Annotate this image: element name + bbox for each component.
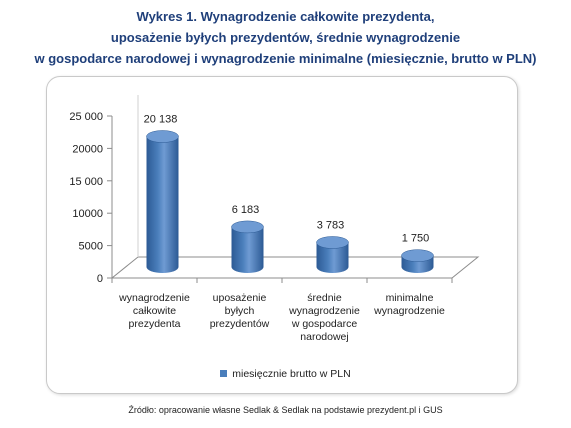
- bar-cylinder-top: [146, 130, 179, 143]
- legend-swatch: [220, 370, 228, 377]
- data-label: 3 783: [317, 219, 345, 231]
- bar-cylinder-body: [231, 226, 264, 273]
- y-tick-label: 5000: [79, 241, 103, 253]
- bar-cylinder-body: [146, 136, 179, 273]
- title-line-1: Wykres 1. Wynagrodzenie całkowite prezyd…: [136, 9, 435, 24]
- data-label: 1 750: [402, 233, 430, 245]
- chart-floor: [110, 256, 480, 279]
- x-category-label: prezydentów: [210, 318, 270, 330]
- x-category-label: wynagrodzenie: [118, 292, 190, 304]
- x-category-label: wynagrodzenie: [288, 305, 360, 317]
- y-tick-label: 25 000: [69, 111, 103, 123]
- bar-cylinder-top: [401, 249, 434, 262]
- x-category-label: wynagrodzenie: [373, 305, 445, 317]
- bar-cylinder-body: [316, 242, 349, 273]
- x-category-label: w gospodarce: [291, 318, 358, 330]
- data-label: 6 183: [232, 204, 260, 216]
- title-line-3: w gospodarce narodowej i wynagrodzenie m…: [34, 51, 537, 66]
- x-category-label: byłych: [225, 305, 255, 317]
- bar-cylinder-top: [316, 236, 349, 249]
- x-category-label: prezydenta: [129, 318, 181, 330]
- legend-label: miesięcznie brutto w PLN: [232, 368, 351, 380]
- y-tick-label: 0: [97, 273, 103, 285]
- x-category-label: minimalne: [386, 292, 434, 304]
- x-category-label: średnie: [307, 292, 342, 304]
- bar-cylinder-top: [231, 220, 264, 234]
- title-line-2: uposażenie byłych prezydentów, średnie w…: [110, 30, 461, 45]
- x-category-label: uposażenie: [213, 292, 267, 304]
- chart-area: [46, 76, 518, 394]
- y-tick-label: 15 000: [69, 176, 103, 188]
- legend: miesięcznie brutto w PLN: [0, 368, 571, 380]
- y-tick-label: 20000: [72, 143, 103, 155]
- source-note: Źródło: opracowanie własne Sedlak & Sedl…: [128, 405, 443, 415]
- data-label: 20 138: [144, 114, 178, 126]
- y-tick-label: 10000: [72, 208, 103, 220]
- x-category-label: całkowite: [133, 305, 176, 317]
- x-category-label: narodowej: [300, 331, 348, 343]
- chart-title: Wykres 1. Wynagrodzenie całkowite prezyd…: [0, 6, 571, 69]
